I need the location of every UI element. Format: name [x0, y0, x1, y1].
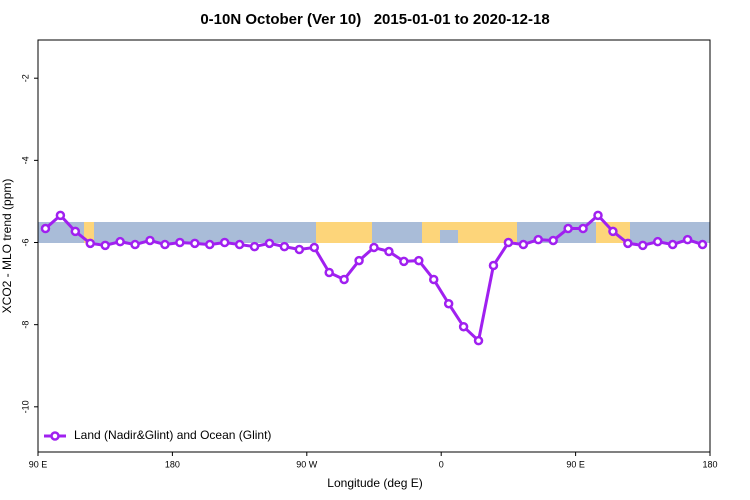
data-point	[608, 226, 618, 237]
data-point	[518, 239, 529, 250]
y-tick-label: -8	[20, 321, 30, 329]
chart-title: 0-10N October (Ver 10) 2015-01-01 to 202…	[200, 11, 549, 28]
data-point	[40, 223, 51, 234]
data-point	[264, 238, 275, 249]
data-point	[458, 321, 469, 332]
y-tick-label: -4	[20, 156, 30, 164]
data-point	[473, 335, 484, 346]
data-point	[548, 235, 558, 246]
data-point	[234, 239, 245, 250]
data-point	[145, 235, 155, 246]
data-point	[428, 274, 439, 285]
data-point	[309, 242, 320, 253]
data-point	[384, 246, 394, 257]
data-point	[414, 255, 424, 266]
data-point	[563, 223, 573, 234]
data-point	[593, 210, 603, 221]
data-point	[70, 226, 81, 237]
data-point	[339, 274, 349, 285]
x-tick-label: 90 W	[296, 459, 318, 469]
legend-marker	[50, 431, 60, 441]
data-point	[100, 240, 110, 251]
y-tick-label: -10	[20, 400, 30, 413]
data-point	[85, 238, 96, 249]
data-point	[160, 239, 170, 250]
data-point	[399, 256, 409, 267]
plot-frame	[37, 39, 711, 453]
y-tick-label: -2	[20, 74, 30, 82]
data-point	[354, 255, 364, 266]
legend-label: Land (Nadir&Glint) and Ocean (Glint)	[74, 428, 271, 442]
data-point	[130, 239, 140, 250]
x-tick-label: 0	[439, 459, 444, 469]
x-axis-label: Longitude (deg E)	[327, 476, 422, 490]
data-point	[294, 244, 305, 255]
data-point	[55, 210, 66, 221]
data-point	[503, 237, 514, 248]
data-point	[533, 234, 544, 245]
data-point	[204, 239, 215, 250]
data-point	[667, 239, 678, 250]
data-point	[638, 240, 648, 251]
data-point	[652, 236, 663, 247]
data-point	[190, 238, 200, 249]
data-point	[443, 298, 454, 309]
data-point	[682, 234, 693, 245]
data-point	[697, 239, 708, 250]
data-point	[369, 242, 379, 253]
data-point	[175, 237, 185, 248]
x-tick-label: 90 E	[29, 459, 48, 469]
data-point	[115, 236, 125, 247]
data-point	[578, 223, 588, 234]
data-point	[219, 237, 230, 248]
data-point	[623, 238, 633, 249]
x-tick-label: 180	[702, 459, 717, 469]
data-point	[324, 267, 334, 278]
y-axis-label: XCO2 - MLO trend (ppm)	[0, 179, 14, 314]
data-point	[249, 241, 260, 252]
data-point	[279, 241, 290, 252]
y-tick-label: -6	[20, 239, 30, 247]
data-point	[488, 260, 499, 271]
x-tick-label: 90 E	[566, 459, 585, 469]
x-tick-label: 180	[165, 459, 180, 469]
